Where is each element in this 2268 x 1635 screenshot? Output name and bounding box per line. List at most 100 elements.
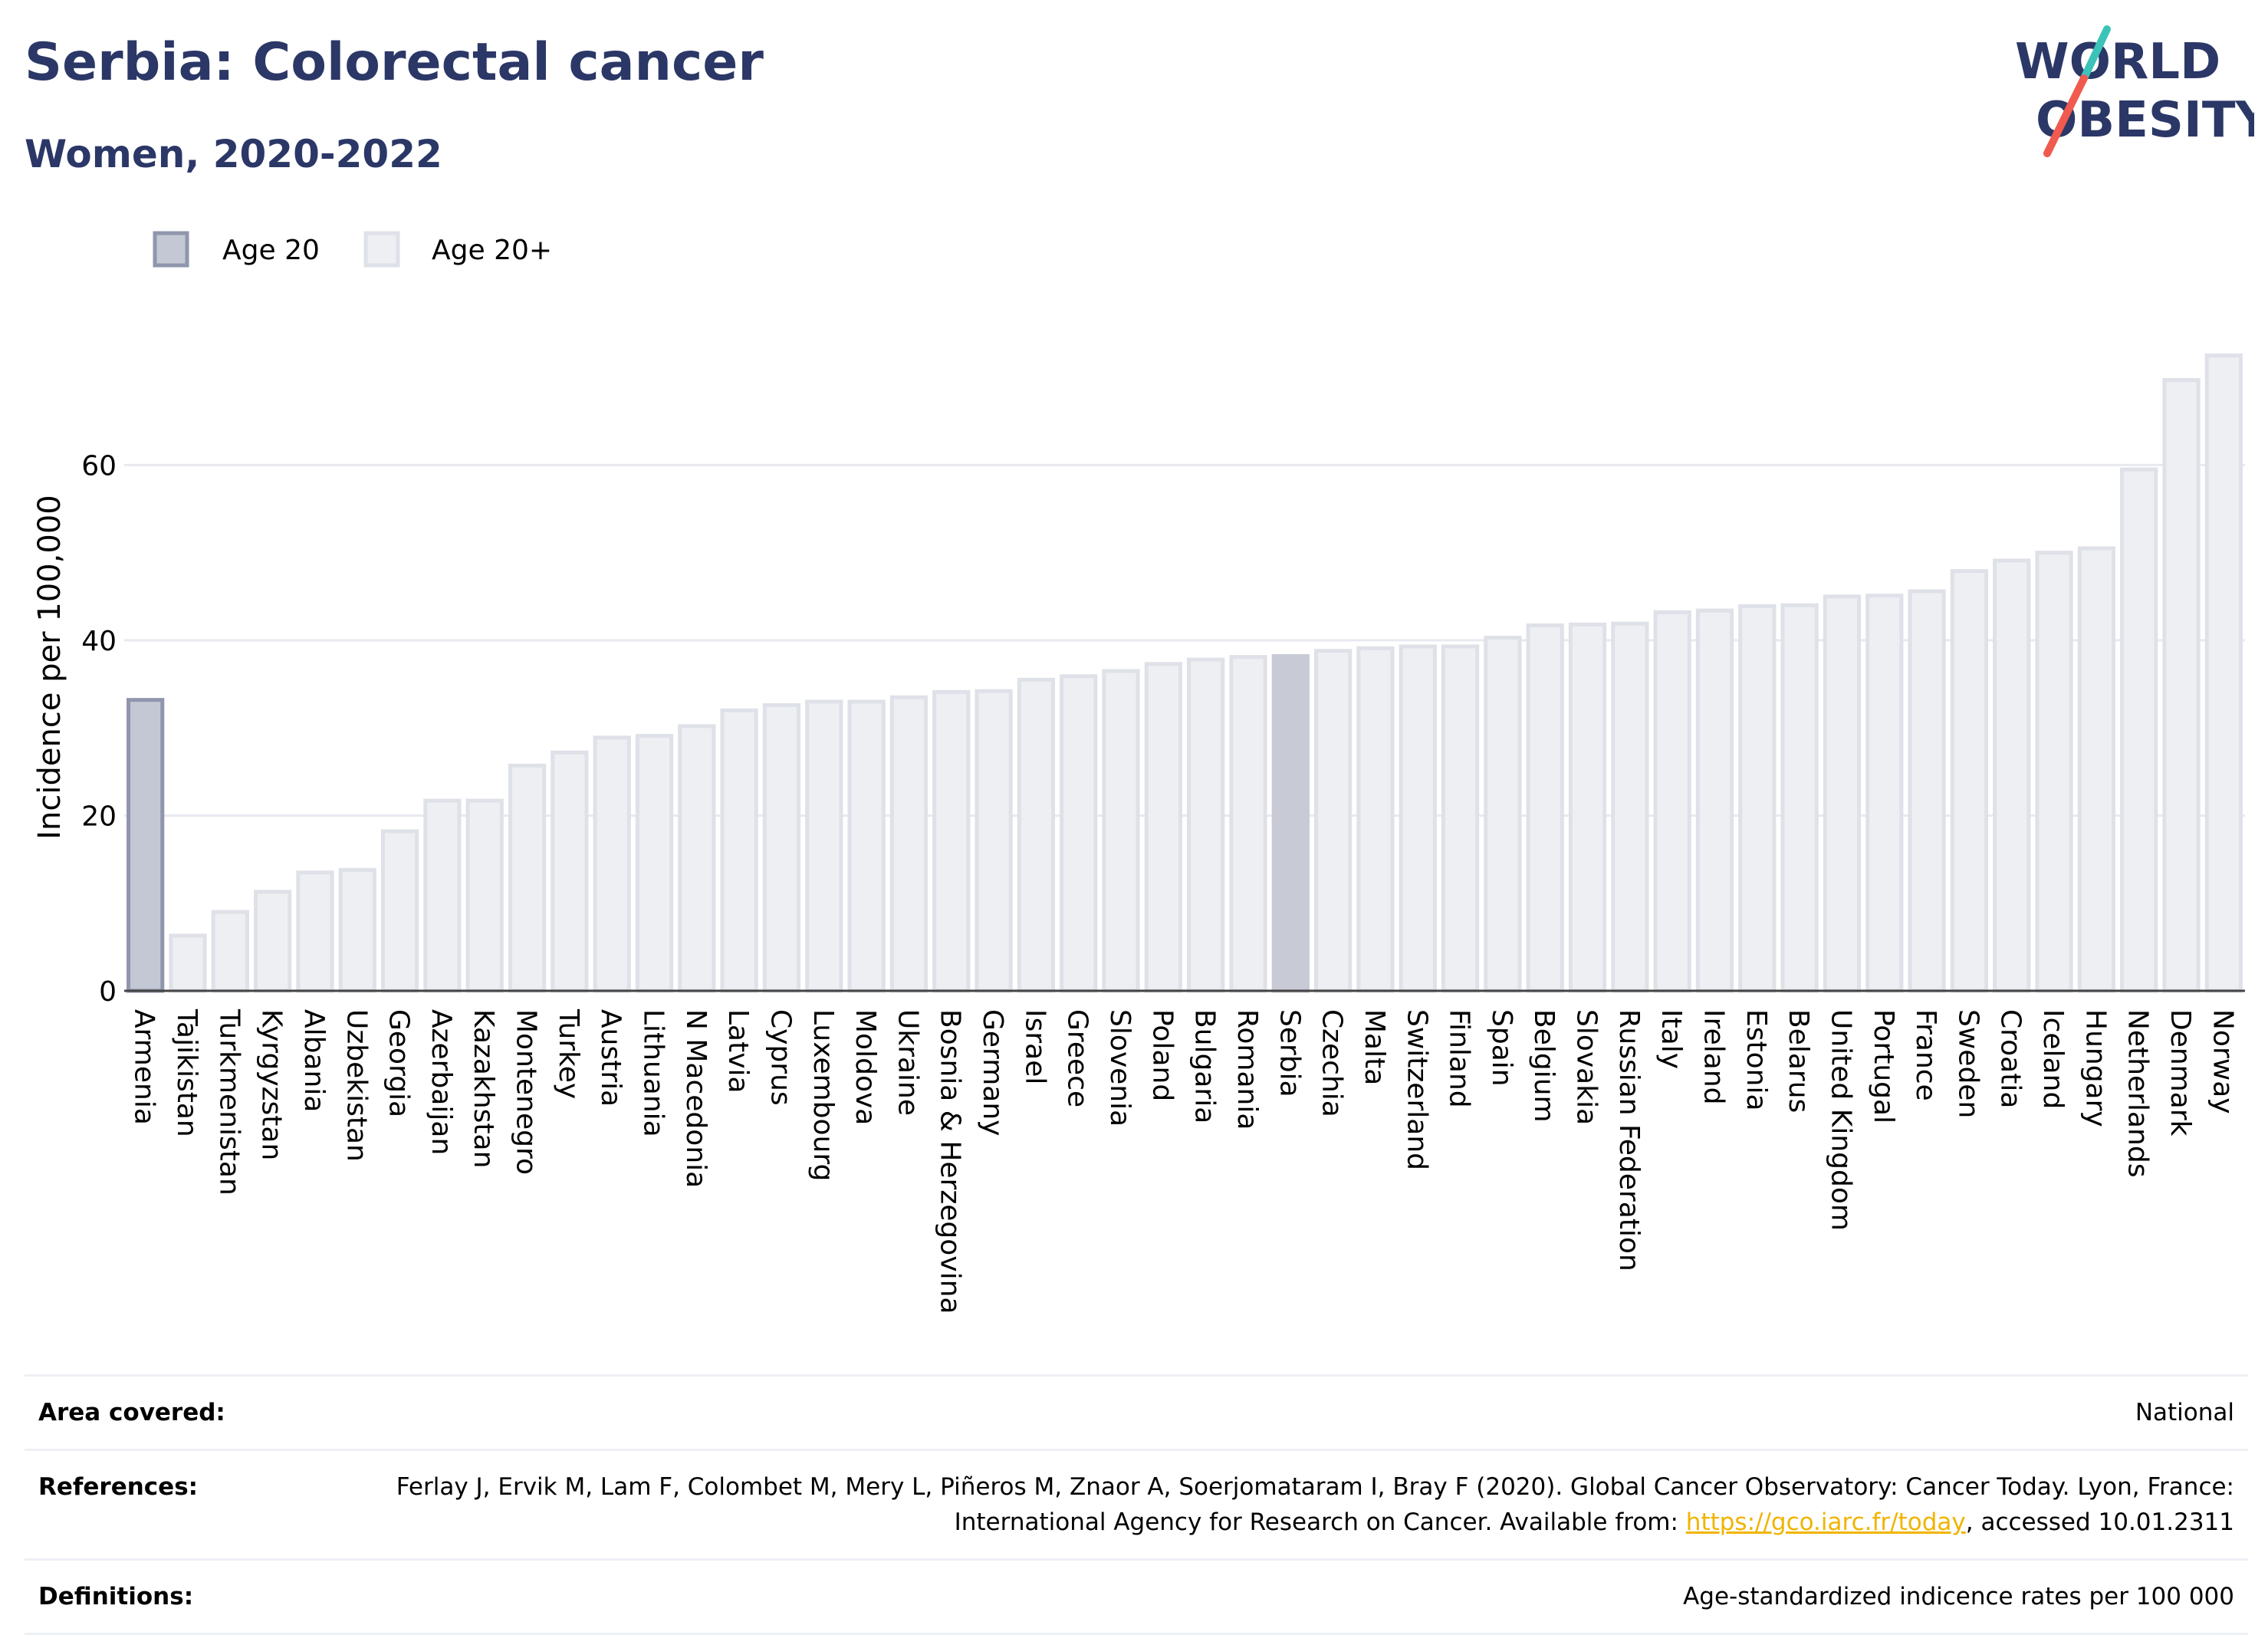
bar[interactable]	[805, 699, 843, 993]
x-tick-label: Bulgaria	[1189, 1009, 1221, 1123]
y-ticks: 0 20 40 60	[81, 450, 117, 1008]
bar[interactable]	[1017, 677, 1056, 993]
bar[interactable]	[2077, 546, 2116, 993]
bar[interactable]	[1271, 654, 1310, 993]
bar[interactable]	[1526, 623, 1564, 993]
x-tick-label: Malta	[1359, 1009, 1390, 1085]
x-tick-label: Finland	[1444, 1009, 1475, 1108]
x-tick-label: Estonia	[1740, 1009, 1772, 1111]
bar[interactable]	[720, 708, 758, 993]
references-link[interactable]: https://gco.iarc.fr/today	[1685, 1508, 1966, 1536]
bar[interactable]	[423, 798, 462, 993]
x-tick-label: Norway	[2207, 1009, 2238, 1114]
x-tick-label: Turkey	[553, 1008, 584, 1099]
x-tick-label: Greece	[1062, 1009, 1093, 1107]
bar[interactable]	[1695, 608, 1734, 993]
bar[interactable]	[1144, 662, 1182, 993]
x-tick-label: Germany	[977, 1009, 1008, 1136]
x-tick-label: Sweden	[1952, 1009, 1984, 1118]
x-tick-label: Bosnia & Herzegovina	[935, 1009, 966, 1314]
bar[interactable]	[678, 724, 716, 993]
legend-swatch-age-20-plus	[363, 231, 400, 268]
bar[interactable]	[593, 735, 631, 993]
x-tick-label: Tajikistan	[171, 1008, 202, 1137]
bar[interactable]	[1993, 558, 2031, 993]
x-tick-label: Kyrgyzstan	[256, 1009, 288, 1160]
legend-label-age-20-plus: Age 20+	[432, 235, 552, 266]
references-accessed: , accessed 10.01.2311	[1965, 1508, 2234, 1536]
meta-row-references: References: Ferlay J, Ervik M, Lam F, Co…	[25, 1449, 2248, 1561]
bar[interactable]	[253, 890, 292, 993]
x-tick-label: Kazakhstan	[468, 1009, 499, 1168]
x-tick-label: Czechia	[1316, 1009, 1348, 1117]
y-tick-label: 20	[81, 801, 117, 832]
bar[interactable]	[1653, 610, 1691, 993]
area-label: Area covered:	[25, 1374, 282, 1451]
bar[interactable]	[2035, 551, 2073, 993]
bar[interactable]	[1611, 621, 1649, 993]
x-tick-label: Israel	[1019, 1009, 1050, 1084]
y-tick-label: 60	[81, 450, 117, 482]
bar[interactable]	[1950, 569, 1989, 993]
bar[interactable]	[975, 689, 1013, 993]
x-tick-label: Serbia	[1274, 1009, 1305, 1097]
bar[interactable]	[2204, 354, 2243, 993]
bar[interactable]	[1823, 594, 1862, 993]
bar[interactable]	[1313, 649, 1353, 993]
x-tick-label: Azerbaijan	[426, 1009, 457, 1155]
logo-slash-teal	[2080, 25, 2111, 82]
bar[interactable]	[465, 798, 504, 993]
references-text: Ferlay J, Ervik M, Lam F, Colombet M, Me…	[396, 1473, 2234, 1536]
bar[interactable]	[127, 698, 165, 993]
bar[interactable]	[1908, 589, 1946, 993]
bar[interactable]	[1060, 674, 1098, 993]
x-tick-label: Netherlands	[2122, 1009, 2154, 1177]
x-tick-label: Romania	[1231, 1009, 1263, 1130]
bar[interactable]	[1780, 603, 1819, 993]
x-tick-label: Poland	[1146, 1009, 1178, 1101]
bar[interactable]	[1187, 657, 1225, 993]
logo-text-obesity: OBESITY	[2036, 92, 2254, 149]
bars	[124, 354, 2245, 993]
bar[interactable]	[847, 699, 886, 993]
bar[interactable]	[762, 702, 801, 993]
x-tick-label: Latvia	[722, 1009, 754, 1094]
bar[interactable]	[635, 733, 674, 993]
bar[interactable]	[551, 750, 589, 993]
definitions-value: Age-standardized indicence rates per 100…	[282, 1558, 2248, 1635]
x-tick-label: Slovakia	[1571, 1009, 1602, 1125]
bar[interactable]	[508, 763, 547, 993]
bar[interactable]	[1568, 622, 1607, 993]
y-axis-title: Incidence per 100,000	[32, 495, 67, 840]
bar[interactable]	[1738, 604, 1777, 993]
world-obesity-logo: WORLD OBESITY	[2015, 25, 2254, 157]
x-tick-label: Belgium	[1528, 1009, 1560, 1123]
bar[interactable]	[2120, 467, 2158, 993]
bar[interactable]	[338, 867, 376, 993]
bar[interactable]	[1102, 669, 1140, 993]
x-tick-label: N Macedonia	[680, 1009, 712, 1188]
bar[interactable]	[1865, 594, 1904, 993]
bar[interactable]	[1399, 644, 1437, 993]
bar[interactable]	[211, 910, 249, 993]
x-tick-label: Austria	[595, 1009, 626, 1107]
x-tick-label: Ireland	[1698, 1009, 1730, 1105]
x-tick-label: France	[1910, 1009, 1941, 1101]
bar[interactable]	[1441, 644, 1480, 993]
bar[interactable]	[169, 933, 207, 993]
area-value: National	[282, 1374, 2248, 1451]
bar[interactable]	[932, 689, 971, 993]
x-tick-label: Georgia	[383, 1009, 415, 1117]
x-tick-label: Cyprus	[764, 1009, 796, 1106]
y-tick-label: 40	[81, 626, 117, 657]
bar[interactable]	[889, 695, 929, 993]
bar[interactable]	[1229, 655, 1267, 993]
bar[interactable]	[1484, 636, 1522, 993]
bar-chart: Age 20 Age 20+ Incidence per 100,000 0 20…	[32, 231, 2245, 1314]
chart-subtitle: Women, 2020-2022	[25, 132, 442, 176]
bar[interactable]	[2162, 378, 2201, 993]
bar[interactable]	[1356, 646, 1395, 993]
x-tick-label: Denmark	[2164, 1009, 2196, 1137]
bar[interactable]	[380, 829, 419, 993]
bar[interactable]	[296, 870, 334, 993]
